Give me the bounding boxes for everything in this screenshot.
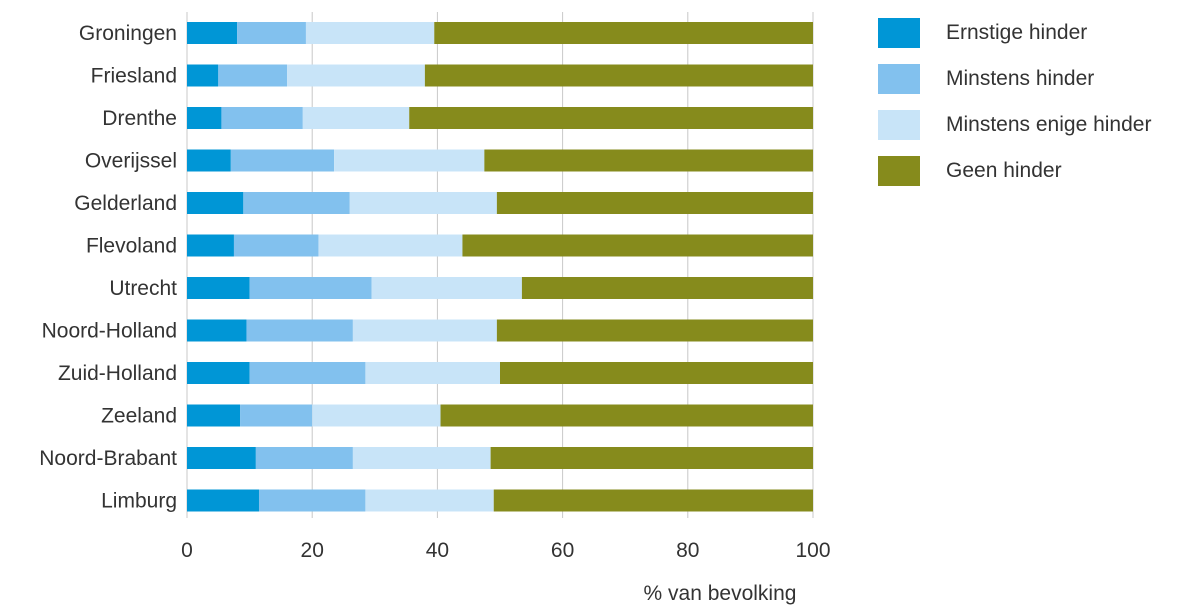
bar-segment [302, 107, 410, 129]
bar-segment [187, 447, 256, 469]
x-tick-label: 60 [551, 539, 574, 562]
bar-segment [352, 447, 491, 469]
x-tick-label: 40 [426, 539, 449, 562]
legend-label: Geen hinder [946, 159, 1062, 182]
bar-segment [349, 192, 497, 214]
bar-segment [365, 362, 500, 384]
bar-segment [371, 277, 522, 299]
bar-segment [221, 107, 303, 129]
category-label: Noord-Holland [42, 320, 177, 343]
legend-label: Minstens enige hinder [946, 113, 1151, 136]
bar-segment [490, 447, 813, 469]
bar-segment [187, 404, 241, 427]
bar-segment [233, 234, 319, 257]
bar-segment [496, 192, 813, 214]
category-label: Friesland [91, 65, 177, 88]
bars [187, 22, 813, 512]
category-label: Flevoland [86, 235, 177, 258]
legend-swatch [878, 18, 920, 48]
bar-segment [187, 319, 247, 342]
gridlines [186, 12, 814, 518]
legend-swatch [878, 64, 920, 94]
category-label: Gelderland [74, 192, 177, 215]
bar-segment [187, 489, 259, 512]
bar-segment [365, 489, 494, 512]
bar-segment [187, 64, 219, 87]
bar-segment [318, 234, 463, 257]
bar-segment [484, 149, 813, 172]
category-labels: Groningen Friesland Drenthe Overijssel Gelde… [39, 22, 177, 513]
bar-segment [237, 22, 306, 44]
bar-segment [249, 277, 372, 299]
bar-segment [312, 404, 441, 427]
bar-segment [305, 22, 435, 44]
bar-segment [440, 404, 813, 427]
bar-segment [187, 192, 244, 214]
category-label: Noord-Brabant [39, 447, 177, 470]
legend-label: Ernstige hinder [946, 21, 1087, 44]
bar-segment [496, 319, 813, 342]
bar-segment [409, 107, 813, 129]
legend-swatch [878, 156, 920, 186]
bar-segment [187, 22, 238, 44]
x-tick-label: 20 [301, 539, 324, 562]
category-label: Zeeland [101, 405, 177, 428]
bar-segment [434, 22, 813, 44]
bar-segment [424, 64, 813, 87]
bar-segment [230, 149, 335, 172]
bar-segment [249, 362, 366, 384]
legend: Ernstige hinder Minstens hinder Minstens e… [878, 18, 1151, 186]
bar-segment [287, 64, 425, 87]
x-axis-ticks: 0 20 40 60 80 100 [181, 539, 830, 562]
legend-label: Minstens hinder [946, 67, 1094, 90]
bar-segment [521, 277, 813, 299]
category-label: Limburg [101, 490, 177, 513]
bar-segment [246, 319, 353, 342]
bar-segment [218, 64, 288, 87]
legend-swatch [878, 110, 920, 140]
x-tick-label: 0 [181, 539, 193, 562]
bar-segment [500, 362, 813, 384]
category-label: Zuid-Holland [58, 362, 177, 385]
category-label: Groningen [79, 22, 177, 45]
x-axis-label: % van bevolking [644, 582, 797, 605]
bar-segment [334, 149, 485, 172]
bar-segment [352, 319, 497, 342]
bar-segment [187, 234, 234, 257]
bar-segment [493, 489, 813, 512]
bar-segment [243, 192, 350, 214]
bar-segment [187, 149, 231, 172]
category-label: Overijssel [85, 150, 177, 173]
x-tick-label: 80 [676, 539, 699, 562]
bar-segment [187, 362, 250, 384]
category-label: Utrecht [109, 277, 177, 300]
bar-segment [240, 404, 313, 427]
bar-segment [187, 277, 250, 299]
bar-segment [187, 107, 222, 129]
bar-segment [258, 489, 366, 512]
category-label: Drenthe [102, 107, 177, 130]
bar-segment [462, 234, 813, 257]
bar-segment [255, 447, 353, 469]
x-tick-label: 100 [795, 539, 830, 562]
